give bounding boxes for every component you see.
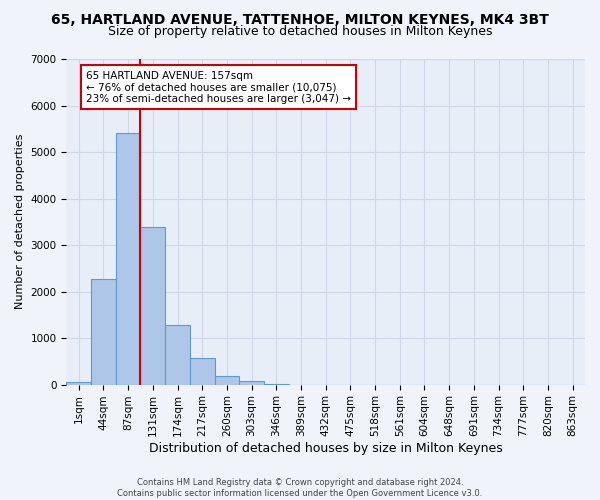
Bar: [215, 376, 239, 384]
Text: Size of property relative to detached houses in Milton Keynes: Size of property relative to detached ho…: [108, 25, 492, 38]
Bar: [67, 382, 91, 384]
Bar: [91, 279, 116, 384]
Y-axis label: Number of detached properties: Number of detached properties: [15, 134, 25, 310]
Text: 65, HARTLAND AVENUE, TATTENHOE, MILTON KEYNES, MK4 3BT: 65, HARTLAND AVENUE, TATTENHOE, MILTON K…: [51, 12, 549, 26]
Text: Contains HM Land Registry data © Crown copyright and database right 2024.
Contai: Contains HM Land Registry data © Crown c…: [118, 478, 482, 498]
Text: 65 HARTLAND AVENUE: 157sqm
← 76% of detached houses are smaller (10,075)
23% of : 65 HARTLAND AVENUE: 157sqm ← 76% of deta…: [86, 70, 351, 104]
Bar: [239, 381, 264, 384]
Bar: [116, 134, 140, 384]
Bar: [190, 358, 215, 384]
Bar: [140, 228, 165, 384]
Bar: [165, 325, 190, 384]
X-axis label: Distribution of detached houses by size in Milton Keynes: Distribution of detached houses by size …: [149, 442, 503, 455]
